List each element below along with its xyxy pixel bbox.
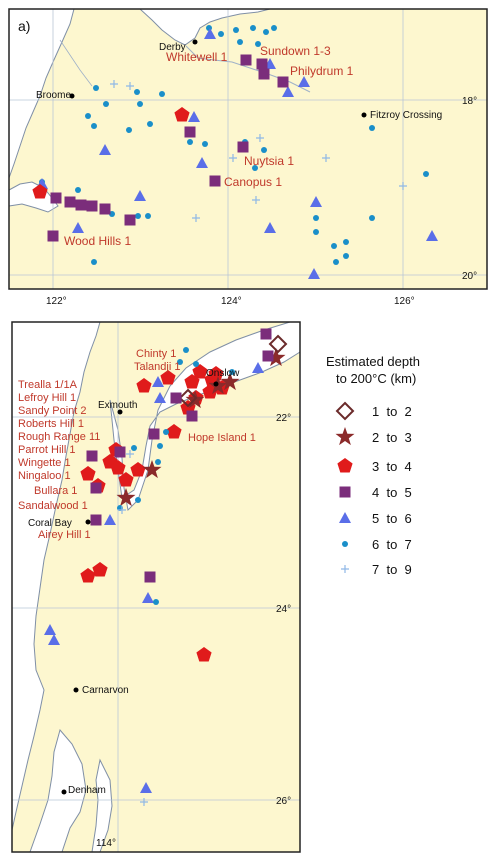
well-label-nuytsia: Nuytsia 1 <box>244 154 294 168</box>
well-label-chinty: Chinty 1 <box>136 348 176 360</box>
legend-circle-icon <box>342 541 348 547</box>
well-label-trealla: Trealla 1/1A <box>18 379 78 391</box>
well-label-canopus: Canopus 1 <box>224 175 282 189</box>
legend-item-label: 7 to 9 <box>372 562 412 577</box>
well-label-sundown: Sundown 1-3 <box>260 44 331 58</box>
town-coral-bay: Coral Bay <box>28 518 72 529</box>
town-denham: Denham <box>68 785 106 796</box>
legend-item-label: 6 to 7 <box>372 537 412 552</box>
legend-title-line1: Estimated depth <box>326 354 420 369</box>
legend-item-label: 3 to 4 <box>372 459 412 474</box>
legend-triangle-icon <box>339 512 351 523</box>
panel-b-well-labels: Chinty 1 Talandji 1 Trealla 1/1A Lefroy … <box>18 348 256 541</box>
well-label-roberts-hill: Roberts Hill 1 <box>18 418 84 430</box>
well-label-lefroy-hill: Lefroy Hill 1 <box>18 392 76 404</box>
well-label-wood-hills: Wood Hills 1 <box>64 234 131 248</box>
well-label-bullara: Bullara 1 <box>34 485 77 497</box>
well-label-ningaloo: Ningaloo 1 <box>18 470 71 482</box>
well-label-whitewell: Whitewell 1 <box>166 50 228 64</box>
well-label-sandalwood: Sandalwood 1 <box>18 500 88 512</box>
town-broome: Broome <box>36 90 71 101</box>
well-label-sandy-point: Sandy Point 2 <box>18 405 87 417</box>
panel-b-towns: Onslow Exmouth Coral Bay Carnarvon Denha… <box>28 368 240 796</box>
legend-star-icon <box>335 427 355 446</box>
lat-tick-26: 26° <box>276 796 291 807</box>
well-label-parrot-hill: Parrot Hill 1 <box>18 444 75 456</box>
well-label-airey-hill: Airey Hill 1 <box>38 529 91 541</box>
legend-item-label: 2 to 3 <box>372 430 412 445</box>
town-fitzroy-crossing: Fitzroy Crossing <box>370 110 442 121</box>
legend-plus-icon <box>340 564 350 574</box>
panel-a-well-labels: Sundown 1-3 Whitewell 1 Philydrum 1 Nuyt… <box>64 44 354 248</box>
legend-item-label: 5 to 6 <box>372 511 412 526</box>
lat-tick-24: 24° <box>276 604 291 615</box>
legend-pentagon-icon <box>337 458 353 473</box>
panel-a-towns: Derby Broome Fitzroy Crossing <box>36 39 442 121</box>
panel-b-sea <box>11 321 101 831</box>
well-label-hope-island: Hope Island 1 <box>188 432 256 444</box>
lon-tick-124: 124° <box>221 296 242 307</box>
town-exmouth: Exmouth <box>98 400 137 411</box>
lat-tick-22: 22° <box>276 413 291 424</box>
legend: Estimated depth to 200°C (km) 1 to 2 2 t… <box>326 354 420 577</box>
lon-tick-122: 122° <box>46 296 67 307</box>
town-carnarvon: Carnarvon <box>82 685 129 696</box>
lat-tick-18: 18° <box>462 96 477 107</box>
town-onslow: Onslow <box>206 368 240 379</box>
well-label-philydrum: Philydrum 1 <box>290 64 354 78</box>
panel-a-label: a) <box>18 18 30 34</box>
lon-tick-126: 126° <box>394 296 415 307</box>
legend-diamond-icon <box>336 402 354 420</box>
legend-square-icon <box>339 486 351 498</box>
panel-a-map: Derby Broome Fitzroy Crossing Sundown 1-… <box>8 8 488 307</box>
well-label-wingette: Wingette 1 <box>18 457 71 469</box>
legend-item-label: 1 to 2 <box>372 404 412 419</box>
lon-tick-114: 114° <box>96 838 116 849</box>
well-label-talandji: Talandji 1 <box>134 361 180 373</box>
legend-item-label: 4 to 5 <box>372 485 412 500</box>
town-derby: Derby <box>159 42 186 53</box>
legend-title-line2: to 200°C (km) <box>336 371 416 386</box>
well-label-rough-range: Rough Range 11 <box>18 431 100 443</box>
lat-tick-20: 20° <box>462 271 477 282</box>
panel-b-map: Onslow Exmouth Coral Bay Carnarvon Denha… <box>11 321 301 853</box>
panel-a-sea <box>8 8 75 179</box>
